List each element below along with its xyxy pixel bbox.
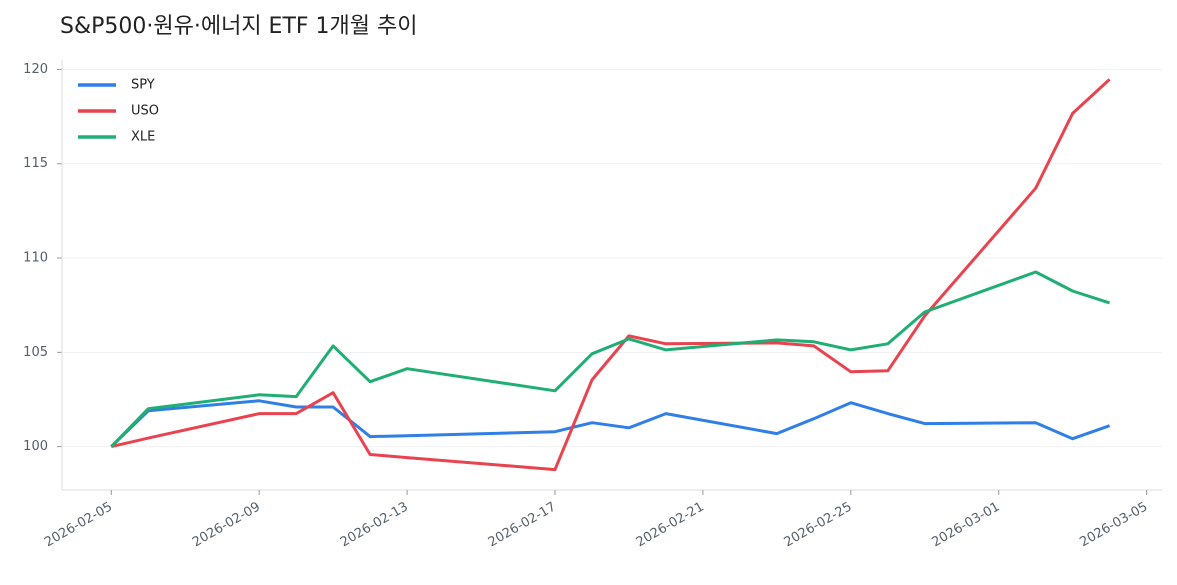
series-line [110, 399, 1111, 448]
legend-label: USO [131, 104, 159, 119]
y-tick-label: 105 [23, 345, 48, 360]
x-tick-label: 2026-03-05 [1077, 500, 1150, 551]
x-tick-label: 2026-02-05 [42, 500, 115, 551]
y-tick-label: 100 [23, 439, 48, 454]
series-line [110, 270, 1111, 448]
chart-title: S&P500·원유·에너지 ETF 1개월 추이 [60, 14, 418, 39]
y-tick-label: 115 [23, 156, 48, 171]
y-tick-label: 110 [23, 251, 48, 266]
x-tick-label: 2026-02-21 [634, 500, 707, 551]
legend-label: XLE [131, 130, 155, 145]
x-tick-label: 2026-02-13 [338, 500, 411, 551]
legend-label: SPY [131, 78, 155, 93]
x-tick-label: 2026-02-17 [486, 500, 559, 551]
x-tick-label: 2026-02-09 [190, 500, 263, 551]
series-line [110, 78, 1111, 472]
y-tick-label: 120 [23, 62, 48, 77]
x-tick-label: 2026-02-25 [782, 500, 855, 551]
x-tick-label: 2026-03-01 [930, 500, 1003, 551]
